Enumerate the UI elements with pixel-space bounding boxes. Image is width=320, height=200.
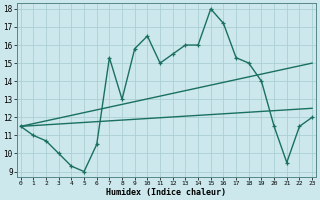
X-axis label: Humidex (Indice chaleur): Humidex (Indice chaleur) [107, 188, 227, 197]
